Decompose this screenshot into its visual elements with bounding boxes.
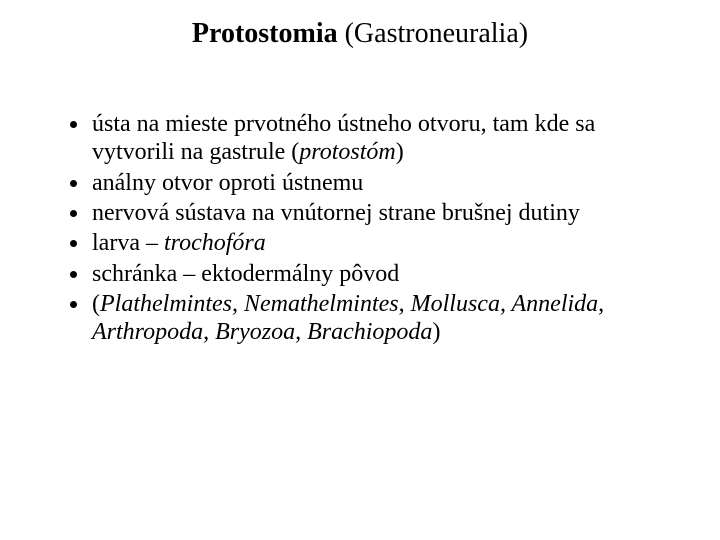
text-italic: protostóm [299,139,395,165]
text-italic: trochofóra [164,230,266,256]
text: schránka – ektodermálny pôvod [92,261,399,287]
list-item: análny otvor oproti ústnemu [90,169,670,197]
slide-title: Protostomia (Gastroneuralia) [50,18,670,50]
text: ) [396,139,404,165]
text: nervová sústava na vnútornej strane bruš… [92,200,580,226]
text-italic: Plathelmintes, Nemathelmintes, Mollusca,… [92,291,604,345]
list-item: schránka – ektodermálny pôvod [90,260,670,288]
text: ) [432,319,440,345]
text: larva – [92,230,164,256]
bullet-list: ústa na mieste prvotného ústneho otvoru,… [50,110,670,347]
list-item: larva – trochofóra [90,229,670,257]
title-rest: (Gastroneuralia) [338,18,528,49]
slide: Protostomia (Gastroneuralia) ústa na mie… [0,0,720,540]
list-item: nervová sústava na vnútornej strane bruš… [90,199,670,227]
text: ( [92,291,100,317]
list-item: (Plathelmintes, Nemathelmintes, Mollusca… [90,290,670,347]
text: análny otvor oproti ústnemu [92,170,363,196]
title-bold: Protostomia [192,18,338,49]
list-item: ústa na mieste prvotného ústneho otvoru,… [90,110,670,167]
